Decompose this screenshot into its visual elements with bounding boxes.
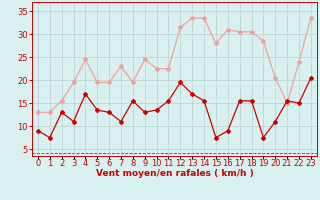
X-axis label: Vent moyen/en rafales ( km/h ): Vent moyen/en rafales ( km/h )	[96, 169, 253, 178]
